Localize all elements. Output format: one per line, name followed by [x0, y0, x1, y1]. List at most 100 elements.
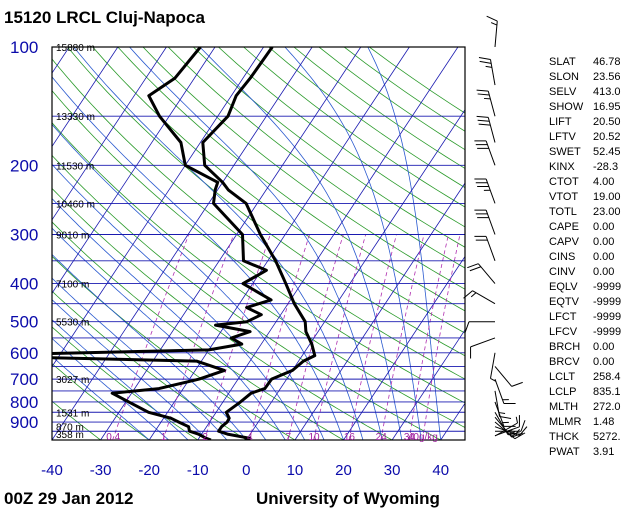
index-key: LFCV: [549, 326, 578, 338]
index-key: EQTV: [549, 296, 579, 308]
wind-barb: [474, 178, 496, 204]
pressure-tick-label: 200: [10, 156, 38, 175]
mixing-ratio-line: [380, 234, 425, 440]
index-key: SHOW: [549, 101, 584, 113]
mixing-ratio-line: [348, 234, 397, 440]
index-value: 258.4: [593, 371, 621, 383]
index-value: -9999: [593, 311, 622, 323]
index-key: CTOT: [549, 176, 579, 188]
data-source: University of Wyoming: [256, 489, 440, 508]
mixing-ratio-line: [422, 234, 461, 440]
index-key: LCLT: [549, 371, 576, 383]
mixing-ratio-line: [313, 234, 367, 440]
moist-adiabat: [52, 355, 150, 440]
index-key: LFCT: [549, 311, 577, 323]
index-key: LIFT: [549, 116, 572, 128]
wind-barb: [474, 235, 496, 261]
moist-adiabat: [367, 47, 442, 440]
index-value: -9999: [593, 296, 622, 308]
moist-adiabat: [52, 163, 306, 440]
index-row: SLAT 46.78: [549, 55, 633, 70]
index-row: PWAT 3.91: [549, 445, 633, 460]
index-key: CAPV: [549, 236, 579, 248]
moist-adiabat: [199, 47, 403, 440]
isotherm-line: [52, 47, 216, 294]
wind-barb: [474, 209, 496, 235]
isotherm-line: [343, 255, 465, 440]
height-label: 870 m: [56, 423, 84, 434]
mixing-ratio-label: 2: [202, 432, 208, 443]
mixing-ratio-label: 0.4: [106, 432, 120, 443]
pressure-tick-label: 900: [10, 413, 38, 432]
index-value: 46.78: [593, 56, 621, 68]
isotherm-line: [52, 47, 167, 221]
index-row: MLMR 1.48: [549, 415, 633, 430]
index-row: CTOT 4.00: [549, 175, 633, 190]
index-key: BRCH: [549, 341, 581, 353]
isotherm-line: [294, 182, 465, 440]
index-value: 0.00: [593, 236, 615, 248]
isotherm-line: [52, 47, 264, 368]
height-label: 7100 m: [56, 280, 89, 291]
index-value: 52.45: [593, 146, 621, 158]
temperature-tick-label: -20: [138, 462, 160, 479]
mixing-ratio-label: 40g/kg: [408, 432, 438, 443]
temperature-tick-label: 20: [335, 462, 352, 479]
height-label: 1531 m: [56, 408, 89, 419]
moist-adiabat: [52, 277, 228, 440]
index-row: CAPV 0.00: [549, 235, 633, 250]
mixing-ratio-line: [204, 234, 271, 440]
index-key: KINX: [549, 161, 575, 173]
isotherm-line: [100, 47, 362, 440]
height-label: 358 m: [56, 430, 84, 441]
mixing-ratio-label: 16: [344, 432, 356, 443]
index-row: SLON 23.56: [549, 70, 633, 85]
index-key: TOTL: [549, 206, 577, 218]
index-value: 0.00: [593, 266, 615, 278]
index-row: SWET 52.45: [549, 145, 633, 160]
index-value: 0.00: [593, 251, 615, 263]
pressure-tick-label: 500: [10, 313, 38, 332]
index-row: MLTH 272.0: [549, 400, 633, 415]
mixing-ratio-line: [248, 234, 310, 440]
index-row: CINS 0.00: [549, 250, 633, 265]
index-key: CINV: [549, 266, 576, 278]
height-label: 13330 m: [56, 112, 95, 123]
height-label: 15880 m: [56, 43, 95, 54]
index-row: EQLV -9999: [549, 280, 633, 295]
index-row: BRCH 0.00: [549, 340, 633, 355]
isotherm-line: [52, 47, 313, 440]
wind-barb: [476, 115, 496, 143]
isotherm-line: [148, 47, 410, 440]
temperature-tick-label: 30: [384, 462, 401, 479]
index-row: LFCV -9999: [549, 325, 633, 340]
wind-barb: [474, 140, 496, 166]
wind-barb: [494, 366, 523, 387]
wind-barb: [464, 321, 495, 333]
mixing-ratio-line: [408, 234, 449, 440]
index-row: CINV 0.00: [549, 265, 633, 280]
index-value: -9999: [593, 281, 622, 293]
height-label: 11530 m: [56, 161, 94, 172]
index-row: CAPE 0.00: [549, 220, 633, 235]
index-value: 19.00: [593, 191, 621, 203]
index-value: 20.50: [593, 116, 621, 128]
temperature-tick-label: 10: [287, 462, 304, 479]
pressure-tick-label: 100: [10, 38, 38, 57]
wind-barb: [494, 378, 516, 405]
temperature-tick-label: -10: [187, 462, 209, 479]
index-value: 5272.: [593, 431, 621, 443]
wind-barb: [463, 290, 496, 305]
index-row: THCK 5272.: [549, 430, 633, 445]
pressure-tick-label: 600: [10, 344, 38, 363]
dry-adiabat: [52, 90, 465, 404]
pressure-tick-label: 300: [10, 226, 38, 245]
moist-adiabat: [52, 123, 325, 440]
index-key: PWAT: [549, 446, 580, 458]
index-value: 16.95: [593, 101, 621, 113]
index-value: 23.00: [593, 206, 621, 218]
dry-adiabat: [52, 255, 296, 440]
index-row: TOTL 23.00: [549, 205, 633, 220]
wind-barb: [489, 352, 497, 382]
